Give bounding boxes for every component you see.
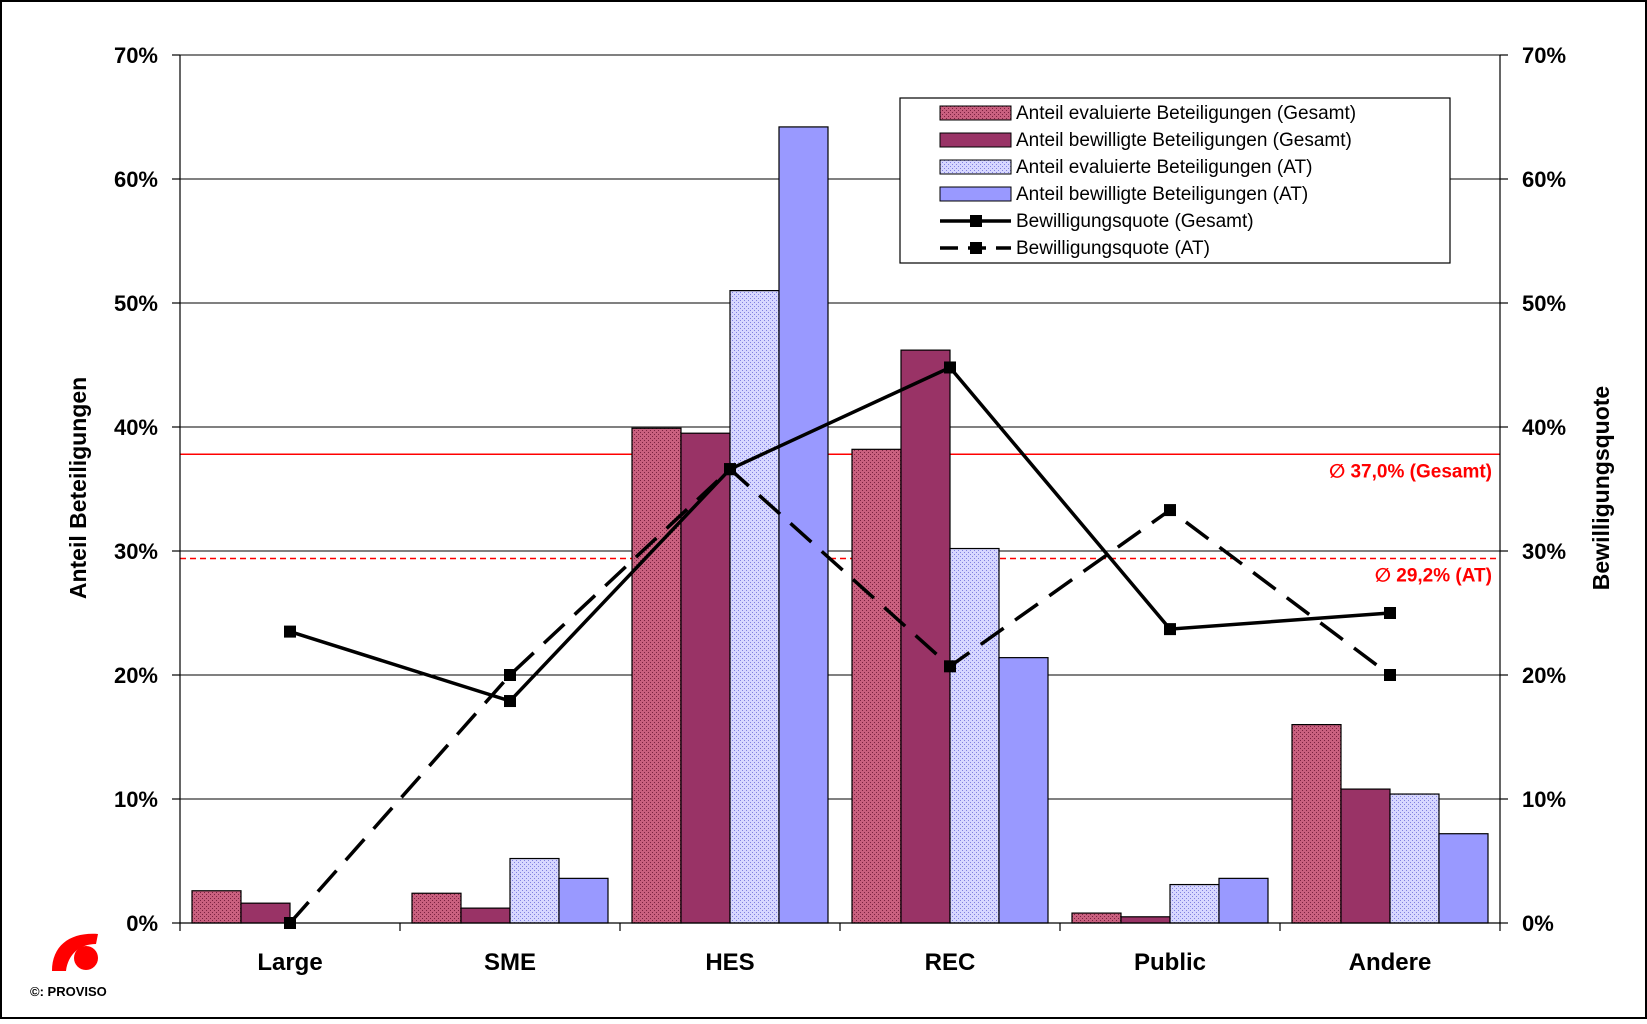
y2-tick-label: 70%: [1522, 43, 1566, 68]
bar: [1169, 883, 1220, 924]
bar: [191, 890, 242, 924]
bar: [729, 290, 780, 924]
bar: [1291, 723, 1342, 924]
line-marker: [1384, 607, 1396, 619]
legend-marker: [970, 215, 982, 227]
y2-tick-label: 40%: [1522, 415, 1566, 440]
line-marker: [724, 463, 736, 476]
bar: [778, 126, 829, 924]
bar: [1340, 788, 1391, 924]
legend-box: [899, 97, 1451, 264]
category-label: Large: [257, 949, 322, 976]
bar: [509, 857, 560, 924]
y-tick-label: 20%: [114, 663, 158, 688]
line-marker: [944, 361, 956, 374]
reference-lines: ∅ 37,0% (Gesamt) ∅ 29,2% (AT): [180, 453, 1500, 586]
reference-line-label: ∅ 37,0% (Gesamt): [1329, 461, 1492, 482]
y2-tick-label: 50%: [1522, 291, 1566, 316]
legend-marker: [970, 242, 982, 254]
line-marker: [504, 669, 516, 681]
line-marker: [504, 695, 516, 708]
y-tick-label: 60%: [114, 167, 158, 192]
y2-tick-label: 60%: [1522, 167, 1566, 192]
y-left-axis-title: Anteil Beteiligungen: [65, 377, 91, 599]
legend-swatch: [939, 159, 1012, 175]
bar: [631, 427, 682, 924]
legend-entry-label: Anteil evaluierte Beteiligungen (AT): [1016, 157, 1312, 178]
legend-entry-label: Anteil bewilligte Beteiligungen (Gesamt): [1016, 130, 1352, 151]
rate-lines: [284, 361, 1396, 929]
legend-entry-label: Bewilligungsquote (AT): [1016, 238, 1210, 259]
bar: [949, 547, 1000, 924]
line-marker: [284, 917, 296, 929]
line-marker: [1384, 669, 1396, 681]
y2-tick-label: 10%: [1522, 787, 1566, 812]
copyright-credit: ©: PROVISO: [30, 984, 107, 999]
bar: [1438, 833, 1489, 924]
bar: [1120, 916, 1171, 924]
bar: [240, 902, 291, 924]
tick-labels: 0% 10% 20% 30% 40% 50% 60% 70% 0% 10% 20% 30% 40% 50%…: [114, 43, 1566, 976]
line-marker: [1164, 504, 1176, 517]
legend-entry-label: Anteil bewilligte Beteiligungen (AT): [1016, 184, 1308, 205]
proviso-logo-icon: [52, 933, 98, 971]
bar: [411, 892, 462, 924]
series-line: [288, 466, 1392, 925]
legend-swatch: [939, 186, 1012, 202]
category-label: Andere: [1349, 949, 1432, 976]
category-label: REC: [925, 949, 976, 976]
legend: Anteil evaluierte Beteiligungen (Gesamt)…: [899, 97, 1451, 264]
y2-tick-label: 0%: [1522, 911, 1554, 936]
y-tick-label: 50%: [114, 291, 158, 316]
line-marker: [284, 625, 296, 638]
category-label: Public: [1134, 949, 1206, 976]
legend-swatch: [939, 105, 1012, 121]
y-right-axis-title: Bewilligungsquote: [1588, 386, 1614, 590]
axes: [172, 54, 1508, 931]
bars: [191, 126, 1489, 924]
bar: [460, 907, 511, 924]
line-marker: [944, 660, 956, 673]
reference-line-label: ∅ 29,2% (AT): [1375, 565, 1492, 586]
proviso-logo-dot: [74, 946, 98, 970]
y-tick-label: 30%: [114, 539, 158, 564]
bar: [1071, 912, 1122, 924]
series-line: [289, 365, 1391, 704]
bar: [998, 657, 1049, 924]
y-tick-label: 10%: [114, 787, 158, 812]
y-tick-label: 0%: [126, 911, 158, 936]
y-tick-label: 40%: [114, 415, 158, 440]
category-label: SME: [484, 949, 536, 976]
bar: [1389, 793, 1440, 924]
bar: [680, 432, 731, 924]
y-tick-label: 70%: [114, 43, 158, 68]
legend-entry-label: Anteil evaluierte Beteiligungen (Gesamt): [1016, 103, 1356, 124]
y2-tick-label: 20%: [1522, 663, 1566, 688]
proviso-logo: [52, 933, 98, 971]
bar: [900, 349, 951, 924]
legend-entry-label: Bewilligungsquote (Gesamt): [1016, 211, 1254, 232]
y2-tick-label: 30%: [1522, 539, 1566, 564]
line-marker: [1164, 623, 1176, 636]
category-label: HES: [705, 949, 754, 976]
bar: [558, 877, 609, 924]
bar: [1218, 877, 1269, 924]
bar: [851, 448, 902, 924]
legend-swatch: [939, 132, 1012, 148]
